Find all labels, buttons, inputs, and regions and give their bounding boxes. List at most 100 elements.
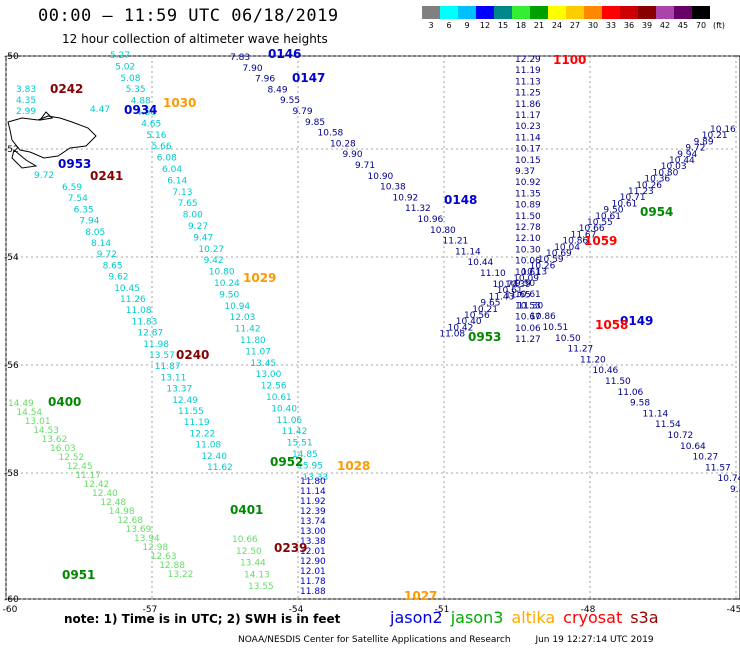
track-value: 10.03: [661, 162, 687, 172]
track-value: 10.44: [468, 258, 494, 268]
track-value: 12.22: [190, 429, 216, 439]
legend-label: 18: [515, 21, 527, 30]
track-value: 10.27: [693, 453, 719, 463]
x-tick-label: -45: [727, 605, 740, 615]
legend-swatch: [458, 6, 476, 19]
track-value: 10.61: [497, 286, 523, 296]
track-value: 9.50: [603, 206, 623, 216]
track-value: 11.14: [515, 133, 541, 143]
track-value: 9.42: [204, 256, 224, 266]
track-value: 10.86: [562, 237, 588, 247]
track-value: 10.09: [513, 274, 539, 284]
track-value: 11.21: [443, 237, 469, 247]
track-value: 13.00: [300, 527, 326, 537]
track-value: 12.52: [58, 453, 84, 463]
track-value: 4.58: [136, 108, 156, 118]
track-value: 13.45: [250, 359, 276, 369]
track-value: 9.87: [730, 485, 740, 495]
track-value: 10.74: [493, 280, 519, 290]
track-value: 11.19: [515, 66, 541, 76]
track-value: 10.92: [393, 193, 419, 203]
track-value: 10.58: [318, 129, 344, 139]
track-value: 12.10: [515, 234, 541, 244]
credit-text: NOAA/NESDIS Center for Satellite Applica…: [238, 635, 511, 645]
track-value: 10.38: [380, 183, 406, 193]
track-value: 10.80: [430, 226, 456, 236]
track-value: 10.15: [515, 156, 541, 166]
track-value: 10.06: [515, 324, 541, 334]
satellite-legend-item: s3a: [630, 608, 659, 627]
track-time-label: 1030: [163, 96, 196, 110]
track-value: 10.64: [680, 442, 706, 452]
legend-swatch: [692, 6, 710, 19]
coastline: [7, 111, 97, 169]
track-value: 13.38: [300, 537, 326, 547]
legend-swatch: [512, 6, 530, 19]
track-value: 10.89: [515, 201, 541, 211]
track-value: 12.56: [261, 382, 287, 392]
track-value: 11.13: [515, 77, 541, 87]
track-value: 13.69: [126, 525, 152, 535]
track-value: 7.13: [172, 188, 192, 198]
track-time-label: 0400: [48, 395, 81, 409]
track-value: 11.30: [518, 301, 544, 311]
track-value: 11.19: [184, 418, 210, 428]
track-time-label: 0953: [58, 157, 91, 171]
track-value: 6.04: [162, 165, 182, 175]
track-value: 11.57: [705, 463, 731, 473]
legend-labels: 3 6 9 12 15 18 21 24 27 30 33 36 39 42 45 70 (ft): [422, 21, 728, 30]
track-value: 11.27: [568, 345, 594, 355]
track-value: 12.68: [117, 516, 143, 526]
track-value: 9.55: [280, 96, 300, 106]
track-value: 16.03: [50, 444, 76, 454]
track-time-label: 1027: [404, 589, 437, 603]
track-value: 10.21: [702, 131, 728, 141]
track-time-label: 0242: [50, 82, 83, 96]
track-value: 11.80: [300, 477, 326, 487]
legend-swatch: [656, 6, 674, 19]
track-value: 12.98: [142, 543, 168, 553]
track-value: 10.59: [538, 255, 564, 265]
track-value: 8.65: [103, 261, 123, 271]
satellite-legend: jason2 jason3 altika cryosat s3a: [390, 608, 667, 627]
legend-label: 39: [641, 21, 653, 30]
credit-timestamp: Jun 19 12:27:14 UTC 2019: [535, 635, 654, 645]
track-value: 12.40: [201, 452, 227, 462]
track-value: 11.08: [126, 306, 152, 316]
track-value: 10.72: [668, 431, 694, 441]
track-value: 11.43: [489, 292, 515, 302]
track-value: 10.17: [515, 145, 541, 155]
track-value: 11.08: [195, 441, 221, 451]
track-value: 14.53: [33, 426, 59, 436]
falkland-islands: [7, 111, 97, 169]
track-value: 14.54: [16, 408, 42, 418]
track-value: 5.08: [120, 74, 140, 84]
track-value: 10.30: [515, 245, 541, 255]
track-value: 11.10: [480, 269, 506, 279]
legend-label: 36: [623, 21, 635, 30]
track-value: 10.42: [448, 323, 474, 333]
x-tick-label: -51: [435, 605, 450, 615]
track-value: 10.44: [669, 156, 695, 166]
track-value: 11.86: [515, 100, 541, 110]
track-value: 11.62: [207, 463, 233, 473]
y-tick-label: -58: [4, 469, 19, 479]
track-value: 10.21: [472, 305, 498, 315]
legend-label: 6: [446, 21, 452, 30]
track-value: 13.74: [300, 517, 326, 527]
track-value: 11.14: [643, 409, 669, 419]
track-time-label: 1029: [243, 271, 276, 285]
track-value: 9.62: [108, 273, 128, 283]
track-value: 4.47: [90, 105, 110, 115]
track-time-label: 0953: [468, 330, 501, 344]
track-time-label: 0951: [62, 568, 95, 582]
track-value: 8.00: [183, 211, 203, 221]
track-value: 11.20: [580, 355, 606, 365]
legend-swatch: [422, 6, 440, 19]
track-value: 9.50: [219, 290, 239, 300]
track-value: 11.54: [655, 420, 681, 430]
legend-swatch: [548, 6, 566, 19]
track-value: 7.96: [255, 75, 275, 85]
track-value: 12.45: [67, 462, 93, 472]
satellite-legend-item: jason3: [450, 608, 504, 627]
